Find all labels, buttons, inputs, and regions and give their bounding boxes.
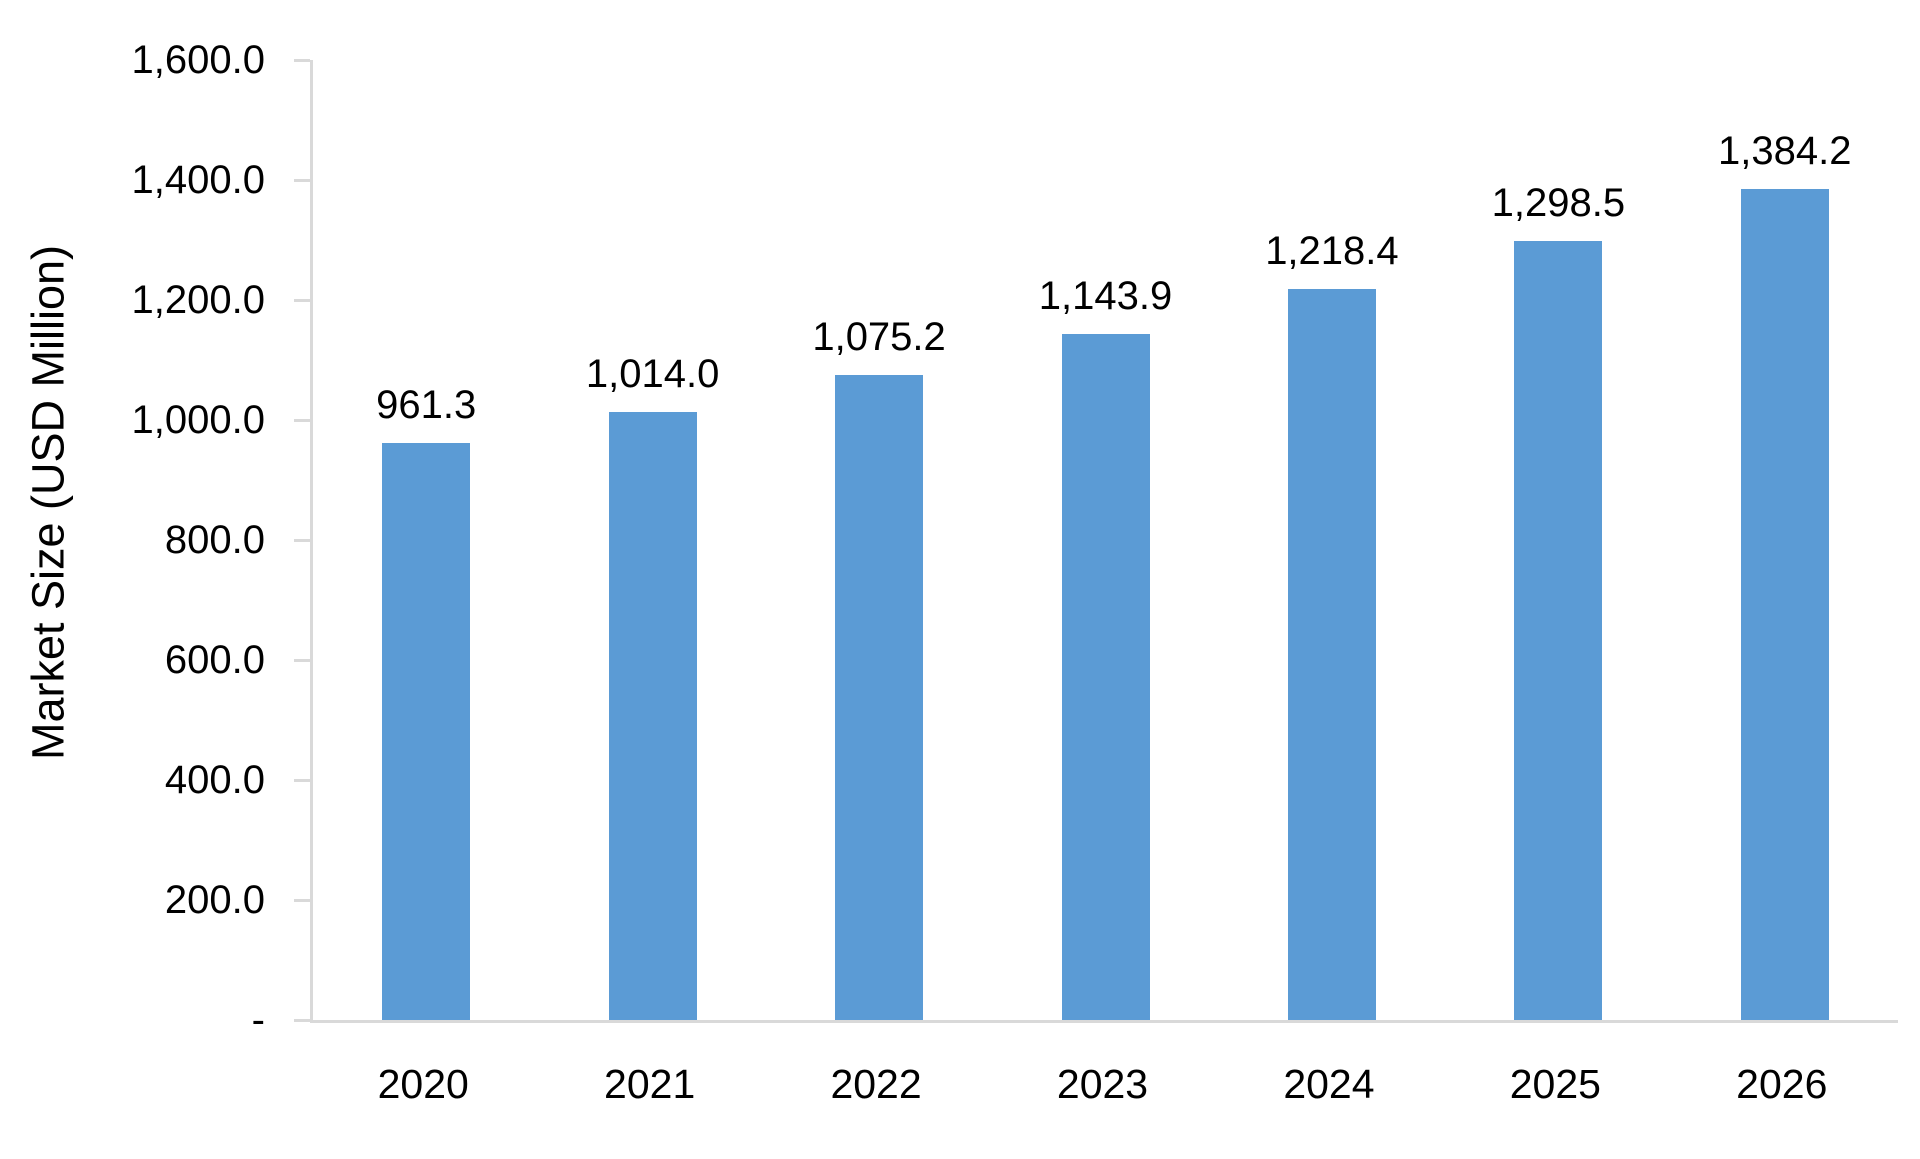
bar-value-label: 961.3 — [376, 383, 477, 427]
x-tick-label-2026: 2026 — [1736, 1061, 1828, 1107]
plot-area: 1,600.0 1,400.0 1,200.0 1,000.0 800.0 600.0 40… — [132, 40, 1898, 1040]
y-tick-mark — [294, 178, 310, 182]
bar-value-label: 1,143.9 — [1038, 274, 1173, 318]
bar-value-label: 1,218.4 — [1265, 229, 1399, 273]
y-tick-label: 1,000.0 — [131, 398, 265, 442]
bar-value-label: 1,014.0 — [585, 352, 720, 396]
y-tick-mark — [294, 778, 310, 782]
y-tick-label: 1,400.0 — [131, 158, 265, 202]
y-tick-label: 1,600.0 — [131, 38, 265, 82]
bar-2025 — [1514, 241, 1603, 1020]
y-tick-mark — [294, 418, 310, 422]
y-tick-mark — [294, 1018, 310, 1022]
y-tick-mark — [294, 658, 310, 662]
x-tick-label-2020: 2020 — [377, 1061, 469, 1107]
x-tick-label-2025: 2025 — [1509, 1061, 1601, 1107]
y-tick-label: 400.0 — [164, 758, 265, 802]
y-tick-label: - — [251, 998, 265, 1042]
y-tick-mark — [294, 58, 310, 62]
bar-2024 — [1287, 289, 1376, 1020]
y-tick-label: 800.0 — [164, 518, 265, 562]
y-tick-label: 200.0 — [164, 878, 265, 922]
y-tick-mark — [294, 538, 310, 542]
bar-2020 — [382, 443, 471, 1020]
bar-2026 — [1740, 189, 1829, 1020]
x-tick-label-2021: 2021 — [604, 1061, 696, 1107]
bar-value-label: 1,384.2 — [1718, 129, 1852, 173]
y-tick-label: 600.0 — [164, 638, 265, 682]
x-tick-label-2024: 2024 — [1283, 1061, 1375, 1107]
bar-value-label: 1,298.5 — [1491, 181, 1626, 225]
x-tick-label-2022: 2022 — [830, 1061, 922, 1107]
y-tick-label: 1,200.0 — [131, 278, 265, 322]
y-tick-mark — [294, 898, 310, 902]
bar-2022 — [835, 375, 924, 1020]
bar-2021 — [608, 412, 697, 1020]
x-tick-label-2023: 2023 — [1056, 1061, 1149, 1107]
bar-2023 — [1061, 334, 1150, 1020]
y-tick-mark — [294, 298, 310, 302]
bar-value-label: 1,075.2 — [812, 315, 946, 359]
